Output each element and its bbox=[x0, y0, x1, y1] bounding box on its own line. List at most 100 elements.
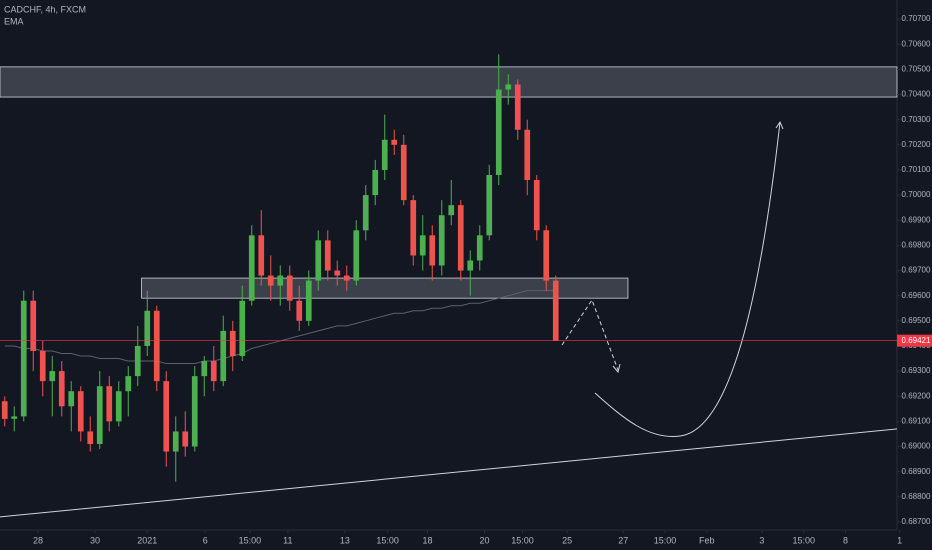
candle-body bbox=[476, 235, 483, 261]
candle-body bbox=[267, 275, 274, 286]
x-tick-label: 3 bbox=[759, 535, 764, 545]
x-tick-label: 15:00 bbox=[239, 535, 262, 545]
x-tick-label: 27 bbox=[618, 535, 628, 545]
candle-body bbox=[1, 401, 8, 419]
x-tick-label: 1 bbox=[897, 535, 902, 545]
x-tick-label: 18 bbox=[422, 535, 432, 545]
arrow-head bbox=[775, 120, 784, 130]
x-tick-label: 28 bbox=[33, 535, 43, 545]
candle-body bbox=[220, 330, 227, 382]
x-tick-label: 30 bbox=[90, 535, 100, 545]
y-tick-label: 0.69700 bbox=[902, 266, 931, 275]
candle-body bbox=[286, 275, 293, 301]
candle-body bbox=[315, 240, 322, 281]
candle-body bbox=[543, 230, 550, 281]
candle-body bbox=[362, 195, 369, 231]
y-tick-label: 0.70700 bbox=[902, 14, 931, 23]
x-tick-label: 2021 bbox=[137, 535, 157, 545]
candle-body bbox=[77, 391, 84, 432]
candle-body bbox=[334, 270, 341, 276]
candle-body bbox=[182, 431, 189, 447]
y-tick-label: 0.69500 bbox=[902, 316, 931, 325]
y-tick-label: 0.69600 bbox=[902, 291, 931, 300]
candle-body bbox=[552, 280, 559, 341]
candle-body bbox=[172, 431, 179, 452]
candle-body bbox=[467, 260, 474, 271]
candle-body bbox=[305, 280, 312, 321]
candle-body bbox=[353, 230, 360, 281]
zone bbox=[141, 277, 629, 299]
y-tick-label: 0.70400 bbox=[902, 90, 931, 99]
candle-body bbox=[210, 361, 217, 382]
candle-body bbox=[419, 235, 426, 256]
y-tick-label: 0.69900 bbox=[902, 215, 931, 224]
candle-body bbox=[30, 300, 37, 351]
x-tick-label: 6 bbox=[203, 535, 208, 545]
candle-body bbox=[125, 376, 132, 392]
candle-body bbox=[400, 144, 407, 201]
x-tick-label: 25 bbox=[562, 535, 572, 545]
y-tick-label: 0.69200 bbox=[902, 391, 931, 400]
candle-body bbox=[87, 431, 94, 445]
candle-body bbox=[144, 310, 151, 346]
candle-body bbox=[115, 391, 122, 422]
x-tick-label: 13 bbox=[340, 535, 350, 545]
y-tick-label: 0.68800 bbox=[902, 492, 931, 501]
candle-body bbox=[239, 300, 246, 357]
indicator-legend: EMA bbox=[4, 16, 24, 26]
candle-body bbox=[457, 205, 464, 271]
candle-body bbox=[438, 215, 445, 266]
y-tick-label: 0.70500 bbox=[902, 65, 931, 74]
x-tick-label: 11 bbox=[283, 535, 292, 545]
candle-body bbox=[11, 416, 18, 419]
zone bbox=[0, 66, 898, 98]
candle-body bbox=[58, 371, 65, 407]
y-tick-label: 0.70100 bbox=[902, 165, 931, 174]
candle-body bbox=[134, 345, 141, 377]
candle-body bbox=[106, 386, 113, 422]
candle-body bbox=[448, 205, 455, 216]
projection-drawings bbox=[561, 120, 784, 438]
candle-body bbox=[505, 84, 512, 90]
candle-body bbox=[153, 310, 160, 382]
last-price-box bbox=[897, 334, 932, 347]
candle-body bbox=[514, 84, 521, 130]
candle-body bbox=[533, 180, 540, 231]
candle-body bbox=[343, 275, 350, 281]
x-tick-label: 20 bbox=[479, 535, 489, 545]
arrow-head bbox=[612, 363, 621, 374]
y-tick-label: 0.70000 bbox=[902, 190, 931, 199]
candle-body bbox=[248, 235, 255, 301]
plot-area bbox=[0, 54, 898, 518]
y-tick-label: 0.68700 bbox=[902, 517, 931, 526]
y-tick-label: 0.70600 bbox=[902, 39, 931, 48]
x-tick-label: 15:00 bbox=[511, 535, 534, 545]
trendline bbox=[0, 428, 898, 518]
candle-body bbox=[96, 386, 103, 445]
candle-body bbox=[372, 169, 379, 196]
y-tick-label: 0.68900 bbox=[902, 467, 931, 476]
candle-body bbox=[163, 381, 170, 452]
chart-title: CADCHF, 4h, FXCM bbox=[4, 4, 86, 14]
candle-body bbox=[429, 235, 436, 266]
x-tick-label: 15:00 bbox=[792, 535, 815, 545]
candle-body bbox=[296, 300, 303, 321]
y-tick-label: 0.69100 bbox=[902, 416, 931, 425]
candle-body bbox=[258, 235, 265, 276]
candle-body bbox=[495, 89, 502, 175]
candle-body bbox=[277, 275, 284, 286]
candle-body bbox=[381, 139, 388, 170]
y-tick-label: 0.70300 bbox=[902, 115, 931, 124]
candle-body bbox=[229, 330, 236, 357]
candle-body bbox=[201, 361, 208, 377]
x-tick-label: 8 bbox=[843, 535, 848, 545]
x-tick-label: 15:00 bbox=[654, 535, 677, 545]
projection-curve bbox=[594, 121, 781, 438]
candle-body bbox=[324, 240, 331, 271]
candle-body bbox=[191, 376, 198, 447]
candle-body bbox=[68, 391, 75, 407]
y-tick-label: 0.69300 bbox=[902, 366, 931, 375]
candle-body bbox=[49, 371, 56, 382]
y-tick-label: 0.69800 bbox=[902, 240, 931, 249]
candle-body bbox=[39, 350, 46, 382]
